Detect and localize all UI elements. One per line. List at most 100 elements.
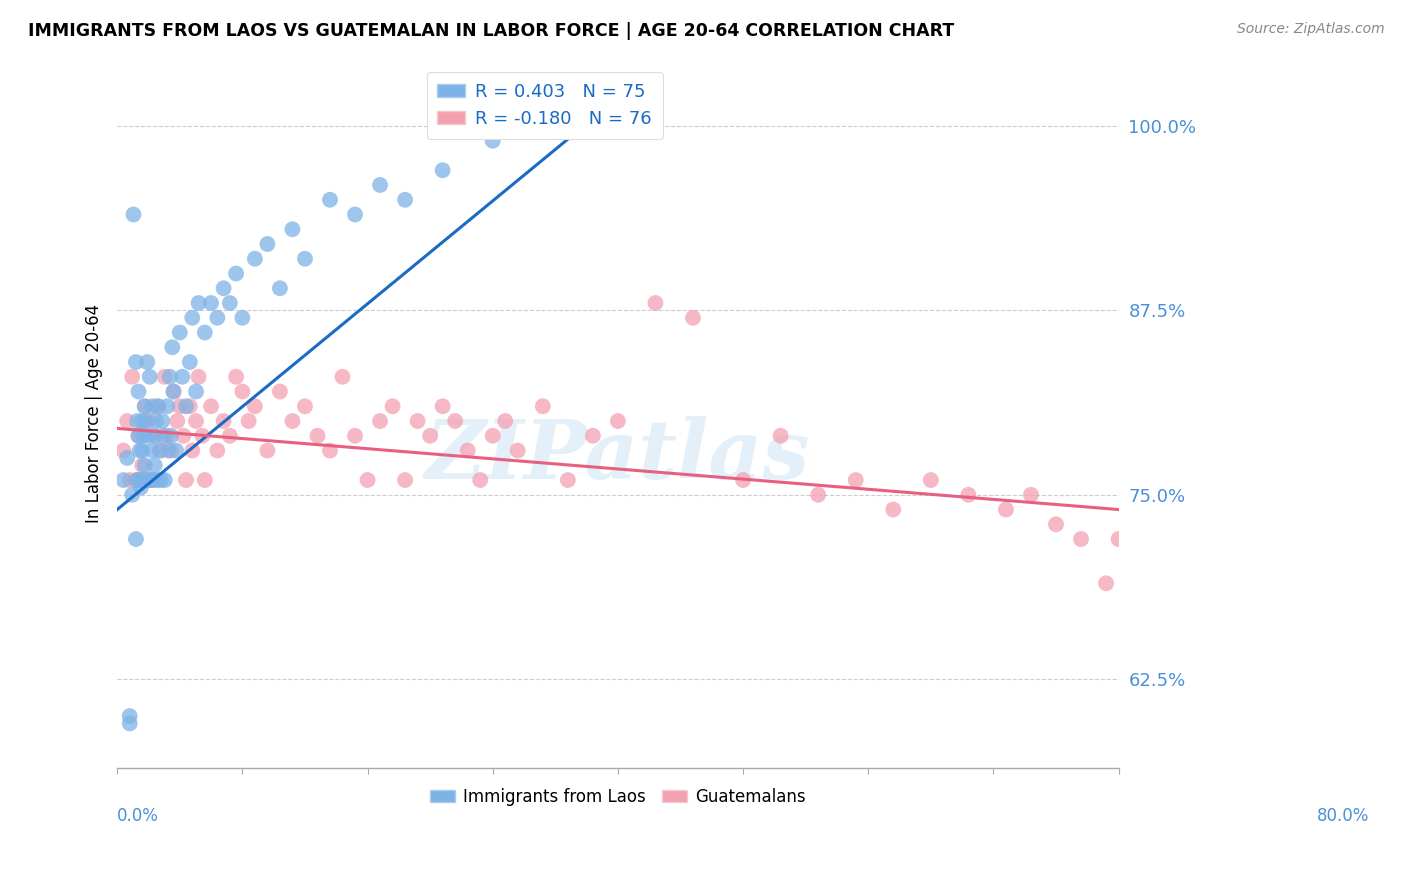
Point xyxy=(606,414,628,428)
Point xyxy=(128,473,150,487)
Point xyxy=(319,193,342,207)
Point xyxy=(160,429,183,443)
Point xyxy=(127,384,149,399)
Point xyxy=(145,414,167,428)
Point xyxy=(994,502,1017,516)
Point xyxy=(174,473,197,487)
Point xyxy=(394,193,416,207)
Point xyxy=(127,473,149,487)
Point xyxy=(143,429,166,443)
Point xyxy=(231,384,253,399)
Point xyxy=(157,443,180,458)
Point xyxy=(231,310,253,325)
Point xyxy=(494,414,516,428)
Point xyxy=(256,443,278,458)
Point xyxy=(644,296,666,310)
Point xyxy=(531,399,554,413)
Point xyxy=(121,488,143,502)
Point xyxy=(238,414,260,428)
Point xyxy=(127,429,149,443)
Point xyxy=(148,399,170,413)
Point xyxy=(269,384,291,399)
Point xyxy=(1095,576,1118,591)
Point xyxy=(162,384,184,399)
Point xyxy=(121,369,143,384)
Point xyxy=(882,502,904,516)
Point xyxy=(127,429,149,443)
Point xyxy=(256,237,278,252)
Point xyxy=(159,369,181,384)
Point xyxy=(143,458,166,473)
Point xyxy=(122,207,145,221)
Point xyxy=(149,443,172,458)
Point xyxy=(166,414,188,428)
Point xyxy=(138,414,160,428)
Point xyxy=(136,355,159,369)
Point xyxy=(115,414,138,428)
Point xyxy=(481,429,503,443)
Point xyxy=(115,450,138,465)
Point xyxy=(470,473,492,487)
Point xyxy=(153,369,176,384)
Point xyxy=(181,443,204,458)
Point xyxy=(294,399,316,413)
Point xyxy=(141,399,163,413)
Point xyxy=(125,355,148,369)
Point xyxy=(172,369,194,384)
Point xyxy=(381,399,404,413)
Point xyxy=(125,532,148,546)
Point xyxy=(444,414,467,428)
Point xyxy=(179,355,201,369)
Point xyxy=(368,414,391,428)
Point xyxy=(131,443,153,458)
Point xyxy=(544,119,567,133)
Point xyxy=(139,473,162,487)
Point xyxy=(200,296,222,310)
Point xyxy=(179,399,201,413)
Point xyxy=(194,326,217,340)
Point xyxy=(141,443,163,458)
Point xyxy=(207,443,229,458)
Point xyxy=(557,473,579,487)
Point xyxy=(187,296,209,310)
Point xyxy=(344,429,367,443)
Point xyxy=(356,473,378,487)
Point xyxy=(307,429,329,443)
Point xyxy=(187,369,209,384)
Point xyxy=(134,399,156,413)
Point xyxy=(332,369,354,384)
Point xyxy=(118,709,141,723)
Text: 0.0%: 0.0% xyxy=(117,806,159,824)
Point xyxy=(160,443,183,458)
Point xyxy=(1019,488,1042,502)
Point xyxy=(173,429,195,443)
Point xyxy=(406,414,429,428)
Point xyxy=(129,480,152,494)
Point xyxy=(131,458,153,473)
Text: Source: ZipAtlas.com: Source: ZipAtlas.com xyxy=(1237,22,1385,37)
Point xyxy=(134,458,156,473)
Point xyxy=(225,369,247,384)
Point xyxy=(135,414,157,428)
Point xyxy=(128,443,150,458)
Point xyxy=(394,473,416,487)
Point xyxy=(281,222,304,236)
Point xyxy=(132,429,155,443)
Point xyxy=(153,473,176,487)
Point xyxy=(432,163,454,178)
Point xyxy=(118,716,141,731)
Point xyxy=(294,252,316,266)
Point xyxy=(138,429,160,443)
Point xyxy=(162,340,184,354)
Point xyxy=(138,369,160,384)
Point xyxy=(165,443,187,458)
Point xyxy=(169,326,191,340)
Point xyxy=(769,429,792,443)
Point xyxy=(169,399,191,413)
Point xyxy=(134,399,156,413)
Point xyxy=(135,473,157,487)
Point xyxy=(174,399,197,413)
Point xyxy=(807,488,830,502)
Point xyxy=(146,473,169,487)
Point xyxy=(132,473,155,487)
